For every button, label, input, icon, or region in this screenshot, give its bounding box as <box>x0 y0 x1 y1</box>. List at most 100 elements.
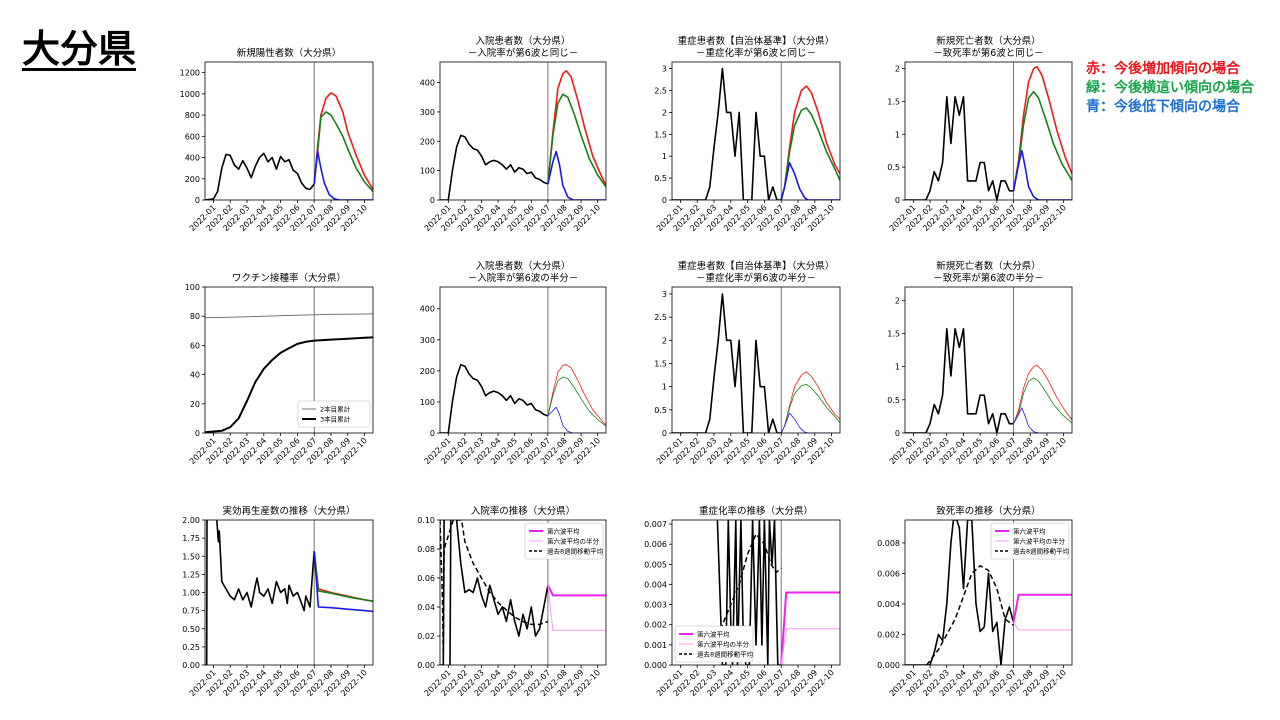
y-tick-label: 400 <box>185 154 200 163</box>
plot-area <box>905 520 1072 665</box>
chart-title: －致死率が第6波と同じ－ <box>933 47 1044 59</box>
y-tick-label: 0.25 <box>182 643 200 652</box>
chart-title: 入院率の推移（大分県） <box>471 505 576 517</box>
legend-box <box>990 522 1070 560</box>
series-line-black <box>205 336 373 433</box>
chart-panel: ワクチン接種率（大分県）0204060801002022-012022-0220… <box>185 272 374 466</box>
chart-panel: 重症化率の推移（大分県） 0.000 0.001 0.002 0.003 0.004 0.0… <box>644 505 841 698</box>
y-tick-label: 2 <box>662 336 667 345</box>
y-tick-label: 3 <box>662 65 667 74</box>
legend-label: 第六波平均 <box>1013 527 1046 536</box>
legend-box <box>297 400 371 428</box>
series-line-magenta <box>1012 593 1072 623</box>
y-tick-label: 200 <box>420 137 435 146</box>
page-title: 大分県 <box>22 27 137 71</box>
y-tick-label: 100 <box>420 167 435 176</box>
legend-label: 第六波平均の半分 <box>697 640 750 649</box>
series-line-blue <box>1012 149 1072 200</box>
y-tick-label: 0.003 <box>644 601 667 610</box>
y-tick-label: 0.002 <box>644 621 667 630</box>
series-line-red <box>1012 65 1072 191</box>
series-line-black <box>672 293 782 433</box>
y-tick-label: 1.25 <box>182 570 200 579</box>
series-line-black <box>905 327 1014 433</box>
y-tick-label: 0 <box>430 429 435 438</box>
plot-area <box>713 520 840 665</box>
y-tick-label: 400 <box>420 305 435 314</box>
chart-title: 入院患者数（大分県） <box>475 35 570 47</box>
plot-area <box>672 293 840 433</box>
y-tick-label: 300 <box>420 108 435 117</box>
chart-title: －致死率が第6波の半分－ <box>933 272 1044 284</box>
series-line-gray <box>205 313 373 319</box>
chart-panel: 新規死亡者数（大分県）－致死率が第6波と同じ－00.511.522022-012… <box>887 35 1073 233</box>
y-tick-label: 0.08 <box>417 545 435 554</box>
plot-area <box>672 67 840 200</box>
series-line-black <box>440 363 549 433</box>
y-tick-label: 2 <box>895 65 900 74</box>
chart-title: 実効再生産数の推移（大分県） <box>222 505 355 517</box>
y-tick-label: 0.75 <box>182 607 200 616</box>
series-line-green <box>1013 377 1072 424</box>
chart-panel: 新規死亡者数（大分県）－致死率が第6波の半分－00.511.522022-012… <box>887 260 1073 466</box>
scenario-note-decrease: 青：今後低下傾向の場合 <box>1086 99 1240 115</box>
plot-area <box>440 70 606 200</box>
series-line-black <box>205 152 315 200</box>
y-tick-label: 1 <box>895 130 900 139</box>
chart-panel: 致死率の推移（大分県）0.0000.0020.0040.0060.0082022… <box>877 505 1073 698</box>
chart-title: 重症患者数【自治体基準】（大分県） <box>678 260 835 272</box>
series-line-black <box>926 565 1014 665</box>
y-tick-label: 1.00 <box>182 589 200 598</box>
y-tick-label: 0.00 <box>417 661 435 670</box>
plot-area <box>205 313 373 433</box>
y-tick-label: 0.006 <box>877 569 900 578</box>
y-tick-label: 1.5 <box>654 130 667 139</box>
chart-title: 新規陽性者数（大分県） <box>237 47 342 59</box>
plot-area <box>205 520 373 665</box>
y-tick-label: 1 <box>662 152 667 161</box>
chart-panel: 実効再生産数の推移（大分県） 0.00 0.25 0.50 0.75 1.00 1.25 1.… <box>182 505 374 698</box>
y-tick-label: 2.5 <box>654 86 667 95</box>
y-tick-label: 0.000 <box>644 661 667 670</box>
plot-frame <box>439 286 607 434</box>
chart-panel: 入院患者数（大分県）－入院率が第6波と同じ－01002003004002022-… <box>420 35 607 233</box>
y-tick-label: 40 <box>190 371 200 380</box>
series-line-blue <box>780 412 840 433</box>
chart-title: 重症患者数【自治体基準】（大分県） <box>678 35 835 47</box>
series-line-black <box>455 520 549 637</box>
y-tick-label: 0.00 <box>182 661 200 670</box>
series-line-pink <box>547 585 606 631</box>
y-tick-label: 1.75 <box>182 534 200 543</box>
legend-label: 第六波平均 <box>547 527 580 536</box>
y-tick-label: 0 <box>895 429 900 438</box>
series-line-black <box>440 134 549 200</box>
y-tick-label: 1200 <box>180 69 200 78</box>
plot-frame <box>439 61 607 201</box>
series-line-blue <box>547 150 606 200</box>
scenario-note-increase: 赤：今後増加傾向の場合 <box>1086 61 1240 77</box>
chart-panel: 重症患者数【自治体基準】（大分県）－重症化率が第6波の半分－ 0 0.5 1 1.5 2 2… <box>654 260 841 466</box>
plot-frame <box>671 61 841 201</box>
series-line-blue <box>313 551 373 613</box>
legend-label: 過去8週間移動平均 <box>547 547 604 556</box>
y-tick-label: 200 <box>185 175 200 184</box>
y-tick-label: 0 <box>895 196 900 205</box>
series-line-red <box>547 70 606 186</box>
series-line-green <box>1012 90 1072 191</box>
chart-title: －重症化率が第6波と同じ－ <box>696 47 816 59</box>
legend-label: 3本目累計 <box>320 415 351 424</box>
y-tick-label: 0.005 <box>644 560 667 569</box>
y-tick-label: 2 <box>662 108 667 117</box>
y-tick-label: 0.06 <box>417 574 435 583</box>
series-line-red <box>780 85 840 200</box>
legend-box <box>524 522 604 560</box>
chart-title: －重症化率が第6波の半分－ <box>696 272 816 284</box>
series-line-red <box>547 364 606 426</box>
plot-frame <box>204 286 374 434</box>
y-tick-label: 0.007 <box>644 520 667 529</box>
y-tick-label: 0 <box>662 196 667 205</box>
series-line-red <box>1013 364 1072 424</box>
y-tick-label: 400 <box>420 79 435 88</box>
y-tick-label: 0 <box>195 429 200 438</box>
